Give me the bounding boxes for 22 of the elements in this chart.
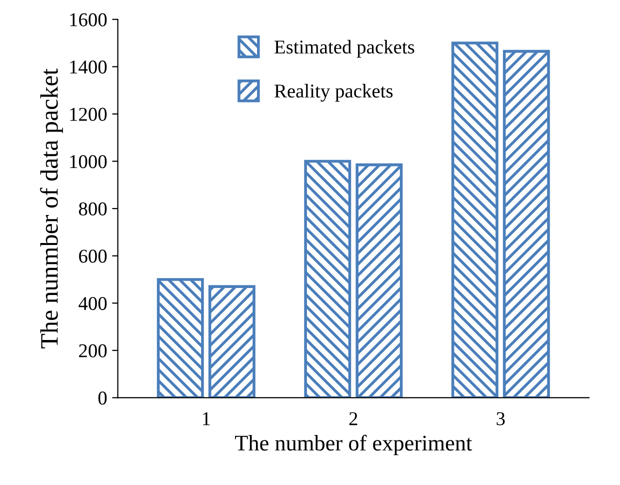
bar [156, 278, 204, 398]
bar [208, 285, 256, 398]
x-tick-label: 2 [349, 412, 358, 426]
legend-label: Reality packets [274, 84, 393, 102]
bar [304, 160, 352, 398]
y-tick-label: 400 [78, 296, 107, 310]
bar [502, 50, 550, 398]
bar [356, 163, 403, 398]
bar [451, 42, 498, 398]
y-tick-label: 0 [98, 392, 107, 405]
y-tick-label: 600 [79, 250, 107, 263]
y-tick-label: 1000 [70, 155, 107, 168]
x-axis-title: The number of experiment [235, 434, 472, 456]
y-tick-label: 1600 [70, 13, 107, 26]
y-tick-label: 800 [78, 202, 107, 216]
y-axis-title: The nunmber of data packet [40, 68, 63, 348]
x-tick-label: 1 [203, 412, 210, 426]
y-tick-label: 1200 [70, 108, 107, 121]
y-tick-label: 1400 [70, 60, 107, 74]
x-tick-label: 3 [496, 412, 505, 426]
y-tick-label: 200 [79, 344, 107, 358]
legend-label: Estimated packets [274, 40, 414, 58]
